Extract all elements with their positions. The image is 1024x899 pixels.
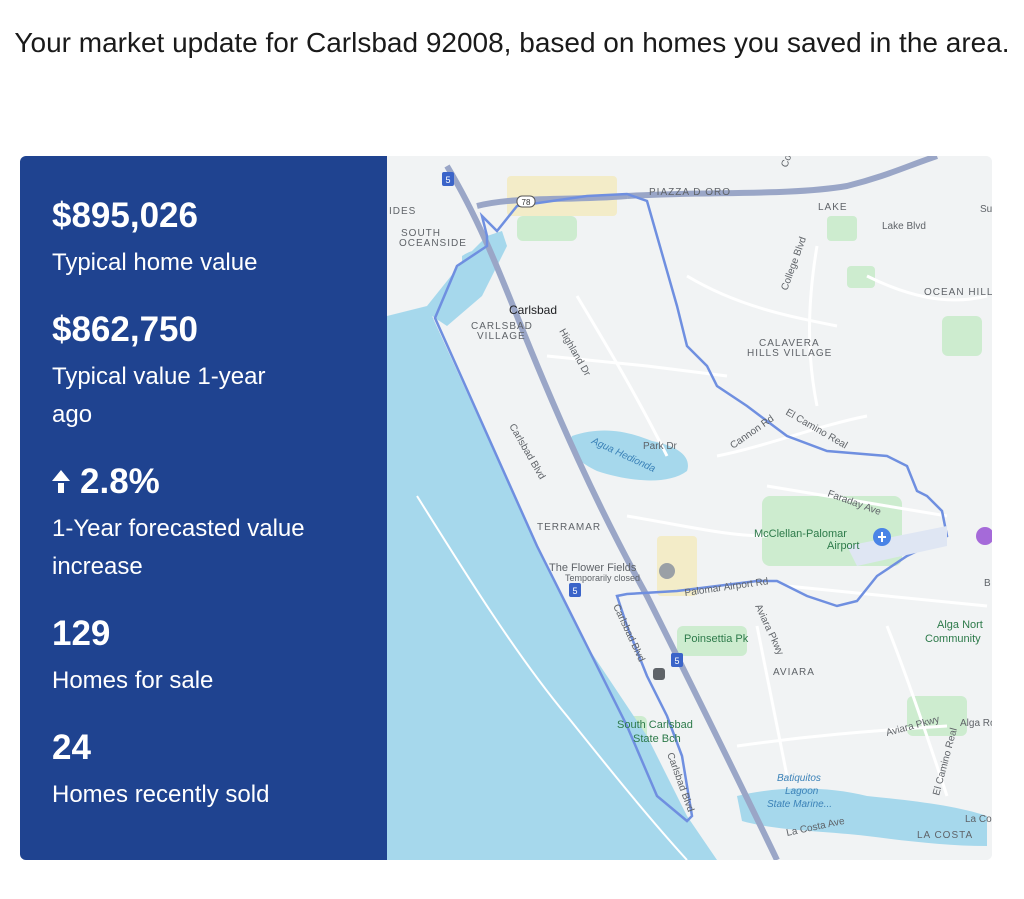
- svg-text:La Cos: La Cos: [965, 814, 992, 825]
- transit-icon[interactable]: [653, 668, 665, 680]
- svg-text:McClellan-Palomar: McClellan-Palomar: [754, 528, 847, 540]
- batiquitos-lagoon: [737, 788, 987, 846]
- community-icon[interactable]: [976, 527, 992, 545]
- svg-text:South Carlsbad: South Carlsbad: [617, 719, 693, 731]
- stat-forecast-increase: 2.8% 1-Year forecasted value increase: [52, 462, 387, 586]
- svg-text:State Bch: State Bch: [633, 733, 681, 745]
- svg-text:5: 5: [572, 586, 577, 596]
- svg-text:OCEANSIDE: OCEANSIDE: [399, 238, 467, 249]
- stat-value-row: 2.8%: [52, 462, 387, 502]
- market-update-headline: Your market update for Carlsbad 92008, b…: [14, 27, 1010, 58]
- svg-text:Co: Co: [779, 156, 794, 169]
- svg-text:VILLAGE: VILLAGE: [477, 331, 526, 342]
- market-summary-card: $895,026 Typical home value $862,750 Typ…: [20, 156, 992, 860]
- svg-text:OCEAN HILL: OCEAN HILL: [924, 287, 992, 298]
- svg-text:Temporarily closed: Temporarily closed: [565, 573, 640, 583]
- svg-text:5: 5: [445, 175, 450, 185]
- stat-homes-for-sale: 129 Homes for sale: [52, 614, 387, 700]
- stat-value: 2.8%: [80, 462, 160, 501]
- svg-text:Su: Su: [980, 204, 992, 215]
- stat-value: $862,750: [52, 310, 198, 349]
- highway-78-shield: 78: [516, 195, 536, 208]
- stat-value-1-year-ago: $862,750 Typical value 1-year ago: [52, 310, 387, 434]
- svg-text:Park Dr: Park Dr: [643, 441, 678, 452]
- highway-5-shield: 5: [569, 583, 581, 597]
- svg-text:LAKE: LAKE: [818, 202, 848, 213]
- stat-label: 1-Year forecasted value increase: [52, 515, 305, 580]
- highways: [444, 156, 938, 860]
- svg-text:IDES: IDES: [389, 206, 416, 217]
- agua-hedionda-lagoon: [569, 430, 688, 481]
- stats-panel: $895,026 Typical home value $862,750 Typ…: [20, 156, 387, 860]
- svg-text:Carlsbad: Carlsbad: [509, 303, 557, 317]
- stat-value: 24: [52, 728, 91, 767]
- stat-label: Homes for sale: [52, 667, 214, 694]
- svg-text:State Marine...: State Marine...: [767, 799, 832, 810]
- minor-roads: [546, 245, 988, 797]
- arrow-up-icon: [52, 469, 70, 493]
- svg-text:CARLSBAD: CARLSBAD: [471, 321, 533, 332]
- stat-homes-recently-sold: 24 Homes recently sold: [52, 728, 387, 814]
- svg-text:Alga Nort: Alga Nort: [937, 619, 983, 631]
- map-canvas: 5 5 5 78 PIAZZA D ORO LAKE Lake Blvd IDE…: [387, 156, 992, 860]
- svg-text:Alga Ro: Alga Ro: [960, 718, 992, 729]
- svg-text:Lake Blvd: Lake Blvd: [882, 221, 926, 232]
- svg-text:PIAZZA D ORO: PIAZZA D ORO: [649, 187, 731, 198]
- svg-text:Community: Community: [925, 633, 981, 645]
- svg-text:SOUTH: SOUTH: [401, 228, 441, 239]
- flower-fields-icon[interactable]: [659, 563, 675, 579]
- svg-text:Poinsettia Pk: Poinsettia Pk: [684, 633, 749, 645]
- svg-text:LA COSTA: LA COSTA: [917, 830, 973, 841]
- airport-runway: [847, 526, 947, 566]
- stat-label: Typical value 1-year ago: [52, 363, 266, 428]
- svg-text:AVIARA: AVIARA: [773, 667, 815, 678]
- stat-label: Homes recently sold: [52, 781, 270, 808]
- svg-text:Airport: Airport: [827, 540, 859, 552]
- stat-typical-home-value: $895,026 Typical home value: [52, 196, 387, 282]
- stat-value: 129: [52, 614, 111, 653]
- svg-text:5: 5: [674, 656, 679, 666]
- svg-text:The Flower Fields: The Flower Fields: [549, 562, 637, 574]
- area-map[interactable]: 5 5 5 78 PIAZZA D ORO LAKE Lake Blvd IDE…: [387, 156, 992, 860]
- stat-label: Typical home value: [52, 249, 258, 276]
- ocean: [387, 231, 717, 860]
- stat-value: $895,026: [52, 196, 198, 235]
- svg-text:TERRAMAR: TERRAMAR: [537, 522, 601, 533]
- svg-text:HILLS VILLAGE: HILLS VILLAGE: [747, 348, 832, 359]
- svg-text:B: B: [984, 578, 991, 589]
- highway-5-shield: 5: [671, 653, 683, 667]
- highway-5-shield: 5: [442, 172, 454, 186]
- svg-text:78: 78: [522, 198, 531, 207]
- svg-text:Batiquitos: Batiquitos: [777, 773, 821, 784]
- svg-text:CALAVERA: CALAVERA: [759, 338, 820, 349]
- svg-text:Lagoon: Lagoon: [785, 786, 819, 797]
